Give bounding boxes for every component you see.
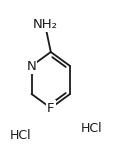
Text: NH₂: NH₂ bbox=[33, 18, 58, 31]
Text: N: N bbox=[27, 60, 36, 72]
Text: F: F bbox=[47, 101, 55, 115]
Text: HCl: HCl bbox=[10, 129, 31, 142]
Text: HCl: HCl bbox=[81, 122, 102, 135]
